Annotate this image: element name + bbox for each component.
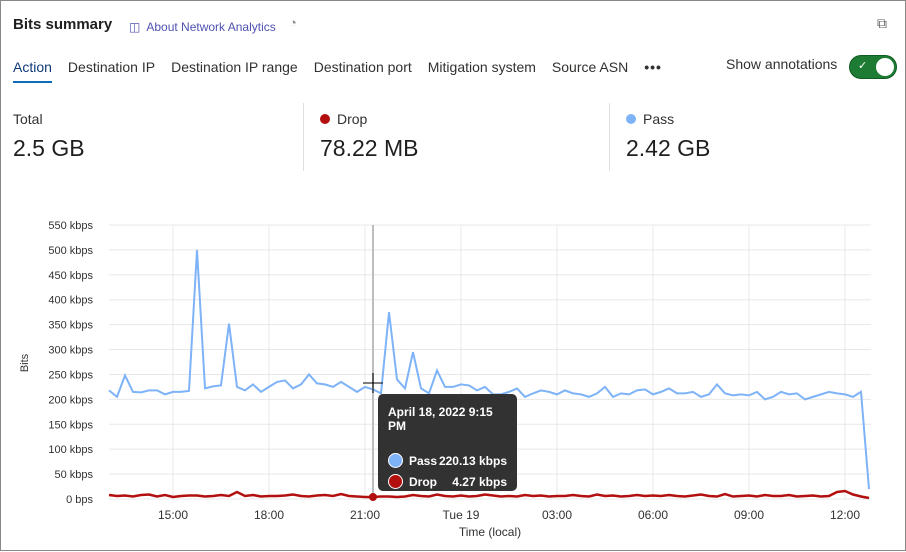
pie-chart-icon[interactable]: ◔ [289, 15, 297, 30]
book-icon: ◫ [129, 20, 141, 34]
more-tabs-button[interactable]: ••• [644, 59, 662, 75]
page-title: Bits summary [13, 16, 113, 33]
x-tick-label: 09:00 [734, 508, 764, 522]
check-icon: ✓ [858, 60, 868, 72]
drop-dot-icon [320, 114, 330, 124]
tab-destination-port[interactable]: Destination port [313, 59, 412, 75]
series-line-pass [108, 249, 870, 490]
y-tick-label: 150 kbps [48, 419, 93, 431]
y-axis-label: Bits [19, 353, 31, 372]
x-tick-label: 03:00 [542, 508, 572, 522]
x-axis-label: Time (local) [459, 525, 521, 539]
about-link[interactable]: ◫ About Network Analytics [129, 20, 276, 34]
y-tick-label: 500 kbps [48, 245, 93, 257]
crosshair-cursor-icon [363, 373, 383, 393]
y-tick-label: 450 kbps [48, 270, 93, 282]
y-tick-label: 250 kbps [48, 369, 93, 381]
tab-bar: Action Destination IP Destination IP ran… [13, 59, 662, 83]
y-tick-label: 350 kbps [48, 320, 93, 332]
tab-destination-ip[interactable]: Destination IP [67, 59, 156, 75]
drop-legend-icon [388, 474, 403, 489]
stat-pass: Pass 2.42 GB [609, 103, 710, 171]
chart-tooltip: April 18, 2022 9:15 PM Pass 220.13 kbps D… [378, 394, 517, 491]
y-tick-label: 200 kbps [48, 394, 93, 406]
x-tick-label: 15:00 [158, 508, 188, 522]
y-tick-label: 400 kbps [48, 295, 93, 307]
x-tick-label: Tue 19 [443, 508, 480, 522]
tab-mitigation-system[interactable]: Mitigation system [427, 59, 536, 75]
y-tick-label: 550 kbps [48, 220, 93, 232]
pass-dot-icon [626, 114, 636, 124]
x-tick-label: 06:00 [638, 508, 668, 522]
hover-point [369, 493, 377, 502]
series-line-drop [108, 489, 870, 500]
stat-total: Total 2.5 GB [13, 111, 85, 161]
x-tick-label: 21:00 [350, 508, 380, 522]
x-tick-label: 12:00 [830, 508, 860, 522]
show-annotations-label: Show annotations [726, 56, 838, 72]
y-tick-label: 0 bps [66, 494, 93, 506]
tab-action[interactable]: Action [13, 59, 52, 83]
y-tick-label: 300 kbps [48, 345, 93, 357]
y-tick-label: 50 kbps [54, 469, 93, 481]
show-annotations-toggle[interactable]: ✓ [849, 55, 897, 79]
y-tick-label: 100 kbps [48, 444, 93, 456]
tab-destination-ip-range[interactable]: Destination IP range [171, 59, 298, 75]
x-tick-label: 18:00 [254, 508, 284, 522]
stat-drop: Drop 78.22 MB [303, 103, 418, 171]
tab-source-asn[interactable]: Source ASN [551, 59, 629, 75]
copy-icon[interactable]: ⧉ [877, 15, 887, 31]
pass-legend-icon [388, 453, 403, 468]
